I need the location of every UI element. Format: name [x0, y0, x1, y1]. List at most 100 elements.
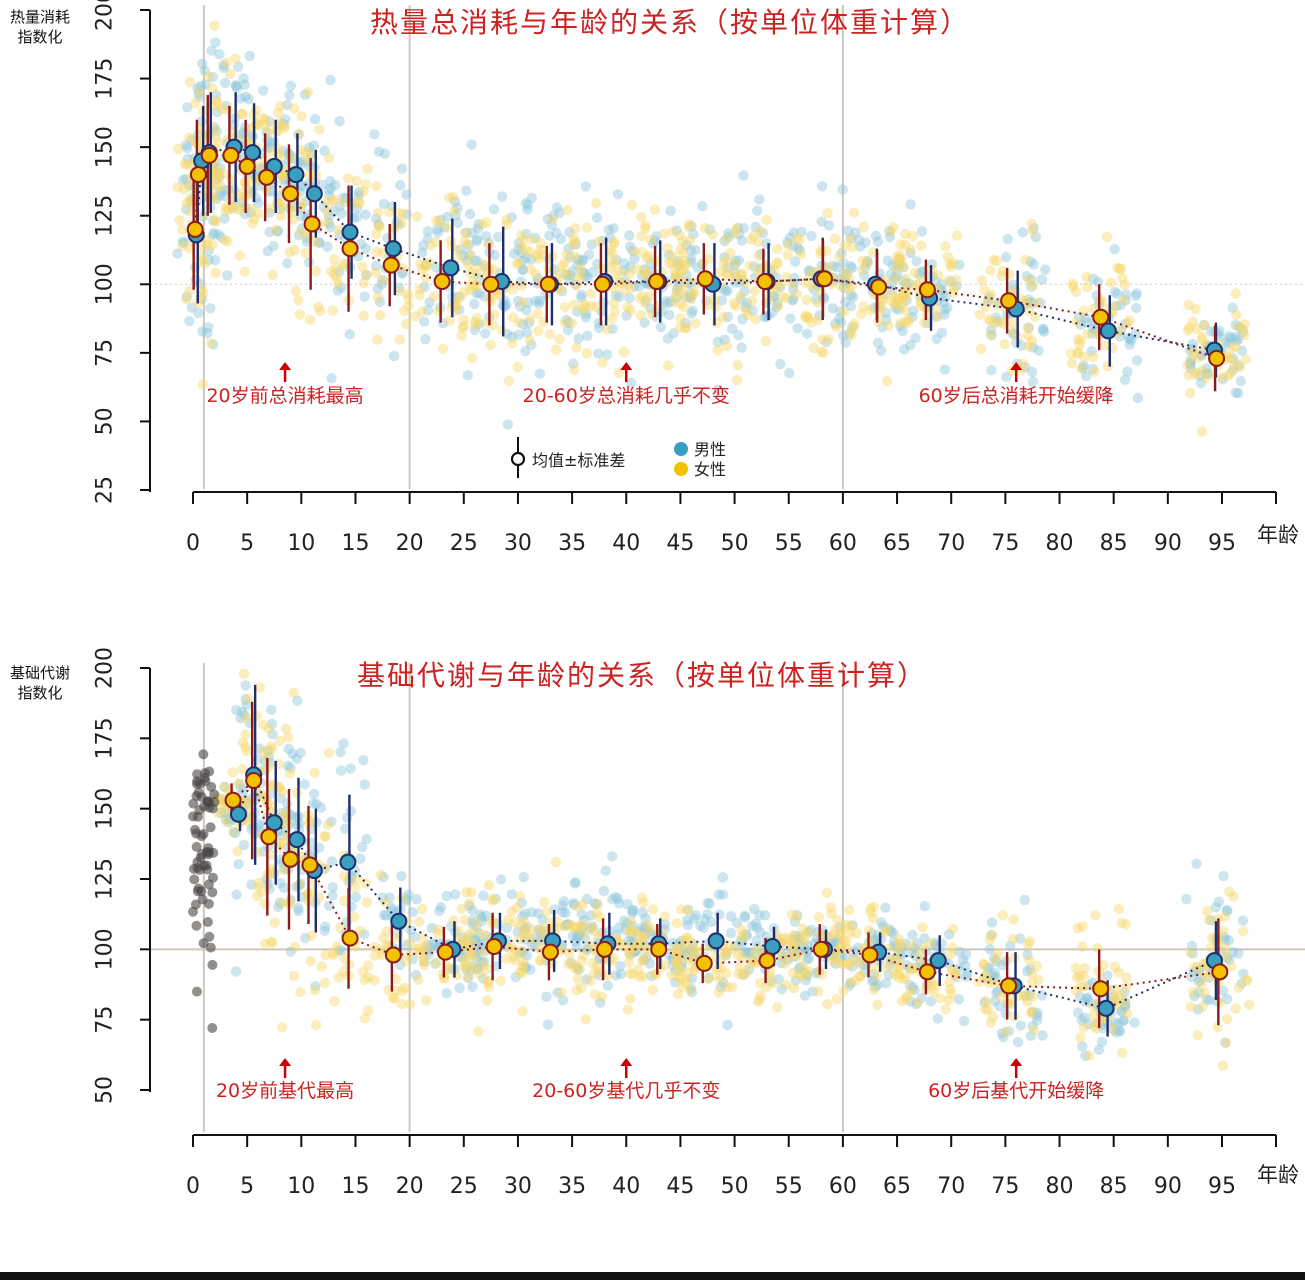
scatter-point: [780, 979, 792, 990]
scatter-point: [1115, 326, 1126, 337]
scatter-point: [584, 940, 596, 951]
scatter-point: [514, 317, 525, 328]
scatter-point: [637, 247, 648, 258]
scatter-point: [397, 267, 408, 278]
scatter-point: [671, 918, 683, 929]
scatter-point: [550, 856, 562, 868]
scatter-point: [483, 237, 495, 249]
scatter-point: [421, 940, 433, 951]
scatter-point: [303, 257, 315, 268]
scatter-point: [792, 323, 803, 334]
annotation-arrowhead: [1010, 362, 1023, 370]
scatter-point: [839, 282, 850, 294]
mean-marker-female: [1092, 308, 1110, 326]
scatter-point: [578, 267, 590, 279]
scatter-point: [747, 305, 758, 316]
scatter-point: [729, 269, 741, 281]
mean-marker-female: [303, 215, 321, 233]
scatter-point: [576, 921, 587, 932]
scatter-point: [678, 289, 689, 300]
y-tick-label: 125: [93, 858, 118, 900]
scatter-point: [237, 763, 248, 775]
scatter-point: [292, 902, 304, 914]
scatter-point-infant: [204, 931, 215, 942]
scatter-point: [564, 948, 575, 959]
scatter-point: [435, 902, 447, 913]
scatter-point: [839, 921, 851, 933]
scatter-point: [757, 227, 769, 239]
scatter-point: [789, 951, 801, 962]
scatter-point: [662, 333, 674, 344]
scatter-point: [210, 37, 221, 48]
scatter-point: [1116, 917, 1127, 929]
scatter-point: [944, 977, 955, 988]
scatter-point: [1029, 311, 1041, 322]
scatter-point: [437, 968, 448, 980]
scatter-point: [212, 137, 224, 149]
scatter-point: [390, 973, 402, 985]
scatter-point: [635, 292, 646, 304]
scatter-point: [404, 938, 416, 949]
scatter-point: [897, 325, 908, 337]
scatter-point: [803, 312, 814, 324]
scatter-point: [585, 288, 597, 299]
scatter-point: [532, 273, 543, 284]
scatter-point: [196, 58, 208, 69]
scatter-point: [687, 956, 698, 968]
scatter-point: [533, 298, 545, 309]
scatter-point: [1084, 980, 1095, 991]
scatter-point: [401, 189, 412, 200]
scatter-point: [614, 960, 626, 972]
scatter-point: [1206, 932, 1218, 944]
x-tick-label: 55: [775, 1174, 803, 1199]
scatter-point: [333, 278, 344, 290]
scatter-point: [940, 1004, 951, 1015]
scatter-point: [673, 280, 684, 292]
scatter-point: [375, 944, 387, 956]
mean-marker-female: [245, 772, 263, 790]
scatter-point: [252, 198, 264, 209]
scatter-point: [1239, 319, 1250, 330]
scatter-point: [1212, 1021, 1223, 1033]
scatter-point: [1023, 294, 1034, 305]
scatter-point: [1087, 328, 1098, 339]
scatter-point: [180, 140, 192, 151]
scatter-point: [730, 300, 742, 312]
scatter-point: [521, 304, 532, 316]
scatter-point: [686, 986, 698, 998]
scatter-point: [801, 328, 813, 339]
scatter-point: [288, 970, 300, 982]
scatter-point: [893, 972, 904, 983]
mean-marker-female: [696, 270, 714, 288]
scatter-point: [331, 273, 343, 284]
scatter-point: [490, 893, 501, 904]
scatter-point: [1087, 363, 1099, 375]
scatter-point: [722, 285, 733, 297]
x-tick-label: 0: [186, 1174, 200, 1199]
scatter-point: [207, 71, 218, 83]
scatter-point: [924, 938, 936, 949]
scatter-point: [1225, 332, 1237, 343]
scatter-point: [469, 934, 480, 946]
scatter-point: [1201, 993, 1212, 1005]
scatter-point: [1109, 300, 1121, 312]
scatter-point: [314, 237, 325, 248]
scatter-point: [729, 228, 741, 239]
scatter-point: [466, 280, 477, 292]
scatter-point: [643, 926, 655, 937]
scatter-point: [224, 68, 236, 80]
scatter-point-infant: [203, 843, 214, 854]
scatter-point: [253, 818, 265, 829]
mean-marker-female: [238, 157, 256, 175]
scatter-point: [508, 248, 520, 259]
scatter-point: [438, 973, 450, 984]
mean-marker-female: [918, 281, 936, 299]
scatter-point: [1205, 942, 1217, 953]
scatter-point: [236, 128, 247, 140]
scatter-point: [182, 102, 193, 113]
scatter-point: [1087, 323, 1099, 334]
scatter-point: [929, 939, 941, 951]
scatter-point: [1109, 961, 1121, 973]
scatter-point: [785, 313, 796, 324]
scatter-point: [1078, 970, 1089, 982]
